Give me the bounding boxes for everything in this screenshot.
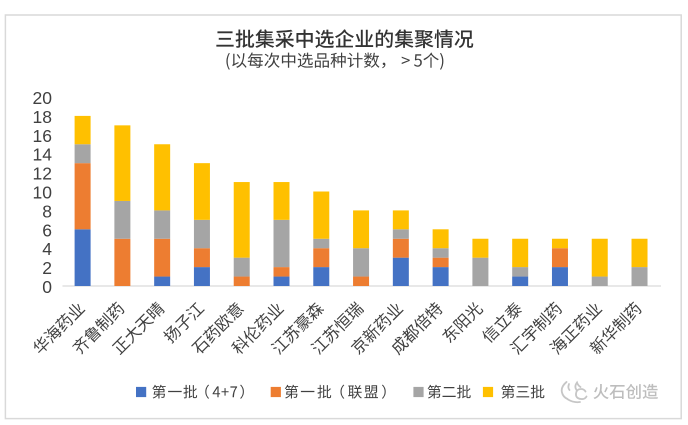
svg-text:0: 0 <box>42 277 52 297</box>
svg-text:18: 18 <box>33 107 52 127</box>
svg-text:20: 20 <box>33 88 53 108</box>
svg-text:12: 12 <box>33 164 52 184</box>
svg-text:2: 2 <box>42 258 52 278</box>
svg-text:14: 14 <box>33 145 53 165</box>
svg-text:16: 16 <box>33 126 52 146</box>
svg-text:6: 6 <box>42 220 52 240</box>
svg-text:4: 4 <box>42 239 52 259</box>
svg-text:10: 10 <box>33 183 53 203</box>
svg-text:8: 8 <box>42 201 52 221</box>
